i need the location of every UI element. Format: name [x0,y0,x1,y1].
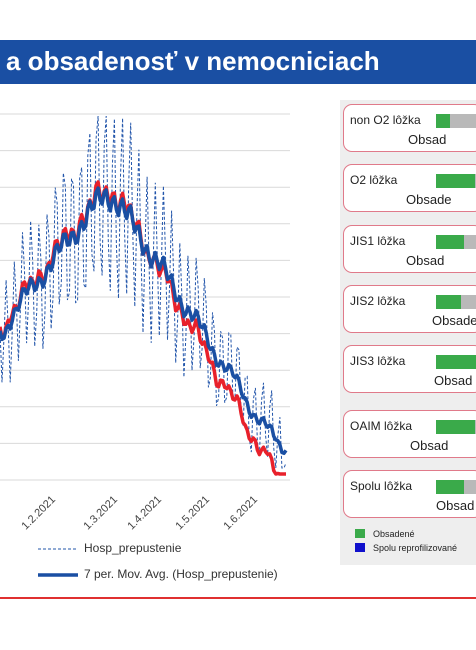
card-oaim-beds: OAIM lôžka Obsad [343,410,476,458]
card-title: non O2 lôžka [350,113,421,127]
occupancy-fill [436,174,476,188]
occupancy-fill [436,295,462,309]
key-swatch-green [355,529,365,538]
occupancy-bar [436,355,476,369]
occupancy-bar [436,235,476,249]
occupancy-fill [436,420,476,434]
occupancy-fill [436,355,476,369]
divider [0,597,476,599]
x-tick-label: 1.6.2021 [221,494,260,533]
x-tick-label: 1.2.2021 [19,494,58,533]
occupancy-fill [436,114,450,128]
card-title: JIS2 lôžka [350,294,406,308]
key-item-reprofiled: Spolu reprofilizované [355,543,457,553]
legend-item-moving-average: 7 per. Mov. Avg. (Hosp_prepustenie) [36,566,336,584]
card-caption: Obsade [406,192,452,207]
page-title: a obsadenosť v nemocniciach [6,46,380,76]
occupancy-bar [436,295,476,309]
occupancy-fill [436,235,464,249]
card-caption: Obsad [408,132,447,147]
card-title: O2 lôžka [350,173,398,187]
x-tick-label: 1.4.2021 [125,494,164,533]
card-caption: Obsad [406,253,445,268]
card-title: OAIM lôžka [350,419,413,433]
card-caption: Obsad [436,498,475,513]
key-item-occupied: Obsadené [355,529,415,539]
key-label: Obsadené [373,529,415,539]
occupancy-bar [436,174,476,188]
legend-label: 7 per. Mov. Avg. (Hosp_prepustenie) [84,567,278,581]
card-caption: Obsad [434,373,473,388]
legend-label: Hosp_prepustenie [84,541,182,555]
x-tick-label: 1.3.2021 [81,494,120,533]
series-red-average [0,180,286,476]
header-bar: a obsadenosť v nemocniciach [0,40,476,84]
card-title: JIS3 lôžka [350,354,406,368]
key-label: Spolu reprofilizované [373,543,458,553]
card-jis3-beds: JIS3 lôžka Obsad [343,345,476,393]
occupancy-bar [436,480,476,494]
card-caption: Obsade [432,313,476,328]
card-non-o2-beds: non O2 lôžka Obsad [343,104,476,152]
card-title: JIS1 lôžka [350,234,406,248]
series-hosp-prepustenie [0,115,287,469]
series-moving-average [0,186,288,456]
card-jis1-beds: JIS1 lôžka Obsad [343,225,476,273]
occupancy-bar [436,114,476,128]
card-total-beds: Spolu lôžka Obsad [343,470,476,518]
occupancy-fill [436,480,464,494]
card-title: Spolu lôžka [350,479,413,493]
key-swatch-blue [355,543,365,552]
card-jis2-beds: JIS2 lôžka Obsade [343,285,476,333]
legend-item-hosp-prepustenie: Hosp_prepustenie [36,540,336,558]
line-chart: 1.2.2021 1.3.2021 1.4.2021 1.5.2021 1.6.2021 [0,113,290,533]
x-tick-label: 1.5.2021 [173,494,212,533]
card-caption: Obsad [410,438,449,453]
card-o2-beds: O2 lôžka Obsade [343,164,476,212]
occupancy-bar [436,420,476,434]
